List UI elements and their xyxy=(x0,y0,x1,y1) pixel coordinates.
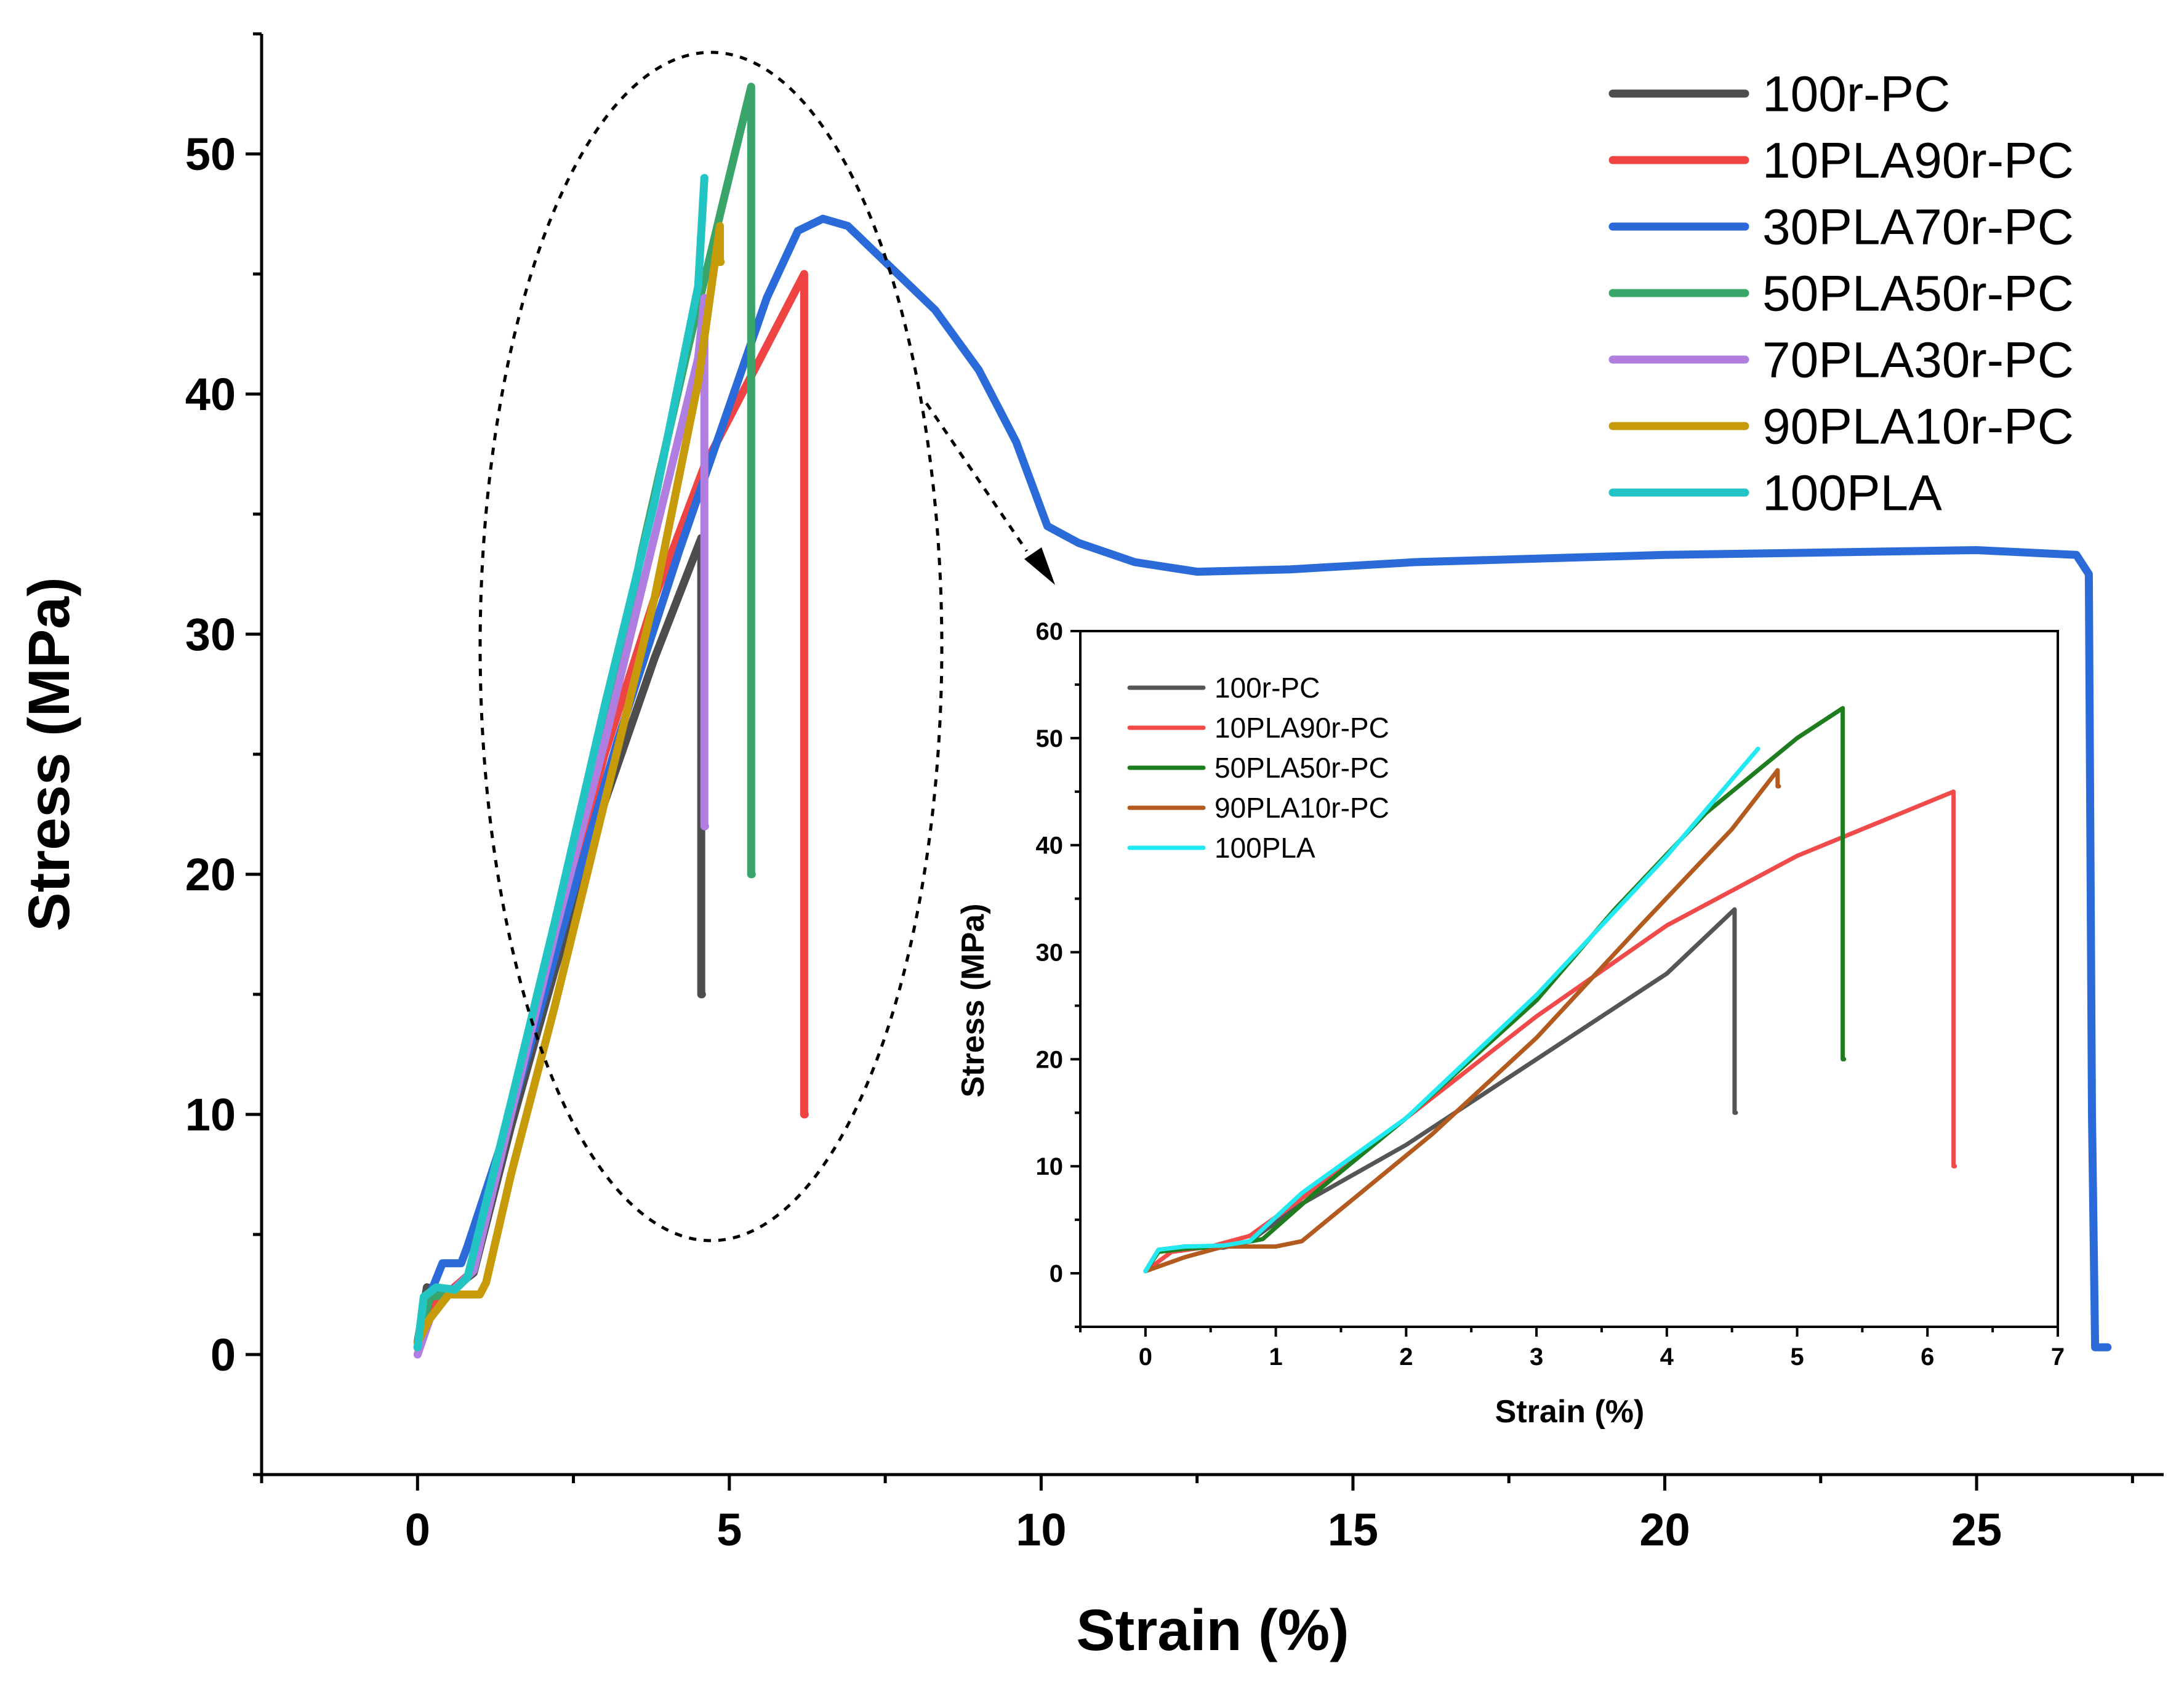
zoom-region-ellipse xyxy=(478,50,944,1242)
main-legend: 100r-PC 10PLA90r-PC 30PLA70r-PC 50PLA50r-PC… xyxy=(1608,66,2074,521)
inset-y-axis-title: Stress (MPa) xyxy=(955,904,991,1098)
main-series-100pla xyxy=(413,174,709,1351)
main-series-layer xyxy=(413,83,2112,1359)
main-legend-label-90pla10r-pc: 90PLA10r-PC xyxy=(1762,399,2074,455)
inset-plot: 0 1 2 3 4 5 6 7 0 10 20 30 40 50 60 Strain (%) Stress … xyxy=(955,618,2065,1430)
inset-x-tick-label: 4 xyxy=(1660,1343,1674,1371)
main-y-tick-label: 50 xyxy=(185,129,236,180)
inset-y-tick-label: 50 xyxy=(1036,725,1064,752)
zoom-arrow-line xyxy=(925,402,1029,552)
inset-legend-label-90pla10r-pc: 90PLA10r-PC xyxy=(1214,792,1389,824)
inset-background xyxy=(1080,631,2058,1327)
inset-x-tick-label: 7 xyxy=(2051,1343,2065,1371)
inset-y-tick-label: 40 xyxy=(1036,832,1064,860)
inset-y-tick-label: 60 xyxy=(1036,618,1064,645)
main-x-tick-label: 0 xyxy=(405,1504,430,1555)
inset-y-tick-label: 0 xyxy=(1050,1260,1063,1287)
inset-x-tick-label: 2 xyxy=(1399,1343,1413,1371)
main-series-90pla10r-pc xyxy=(413,222,725,1347)
inset-y-tick-label: 30 xyxy=(1036,940,1064,967)
inset-legend-label-10pla90r-pc: 10PLA90r-PC xyxy=(1214,712,1389,744)
inset-legend-label-100pla: 100PLA xyxy=(1214,832,1315,864)
main-legend-label-100pla: 100PLA xyxy=(1762,465,1942,521)
main-legend-label-70pla30r-pc: 70PLA30r-PC xyxy=(1762,332,2074,389)
main-y-tick-label: 40 xyxy=(185,369,236,420)
main-x-tick-label: 15 xyxy=(1328,1504,1378,1555)
inset-x-tick-label: 1 xyxy=(1269,1343,1282,1371)
inset-y-tick-label: 10 xyxy=(1036,1153,1064,1180)
main-x-tick-label: 10 xyxy=(1016,1504,1066,1555)
main-y-tick-label: 0 xyxy=(211,1329,236,1380)
inset-frame xyxy=(1079,630,2059,1328)
inset-series-layer xyxy=(1143,706,1957,1274)
zoom-arrow-head xyxy=(1024,547,1055,585)
main-x-axis-title: Strain (%) xyxy=(1076,1598,1349,1663)
inset-series-100pla xyxy=(1143,746,1760,1274)
main-x-tick-label: 20 xyxy=(1639,1504,1690,1555)
main-y-axis-title: Stress (MPa) xyxy=(17,577,82,931)
inset-y-tick-label: 20 xyxy=(1036,1046,1064,1073)
inset-x-tick-label: 0 xyxy=(1139,1343,1152,1371)
inset-ticks: 0 1 2 3 4 5 6 7 0 10 20 30 40 50 60 xyxy=(1036,618,2065,1371)
inset-legend-label-100r-pc: 100r-PC xyxy=(1214,672,1320,704)
inset-legend-label-50pla50r-pc: 50PLA50r-PC xyxy=(1214,752,1389,784)
main-legend-label-30pla70r-pc: 30PLA70r-PC xyxy=(1762,199,2074,256)
inset-legend: 100r-PC 10PLA90r-PC 50PLA50r-PC 90PLA10r-PC… xyxy=(1127,672,1389,864)
main-y-tick-label: 10 xyxy=(185,1089,236,1140)
main-x-tick-label: 5 xyxy=(717,1504,742,1555)
inset-x-tick-label: 3 xyxy=(1530,1343,1543,1371)
inset-x-tick-label: 6 xyxy=(1921,1343,1934,1371)
inset-x-axis-title: Strain (%) xyxy=(1495,1394,1645,1430)
main-y-tick-label: 20 xyxy=(185,849,236,900)
main-legend-label-10pla90r-pc: 10PLA90r-PC xyxy=(1762,133,2074,189)
main-y-tick-label: 30 xyxy=(185,609,236,660)
main-legend-label-50pla50r-pc: 50PLA50r-PC xyxy=(1762,266,2074,322)
main-x-tick-label: 25 xyxy=(1951,1504,2002,1555)
main-legend-label-100r-pc: 100r-PC xyxy=(1762,66,1950,123)
inset-x-tick-label: 5 xyxy=(1790,1343,1804,1371)
